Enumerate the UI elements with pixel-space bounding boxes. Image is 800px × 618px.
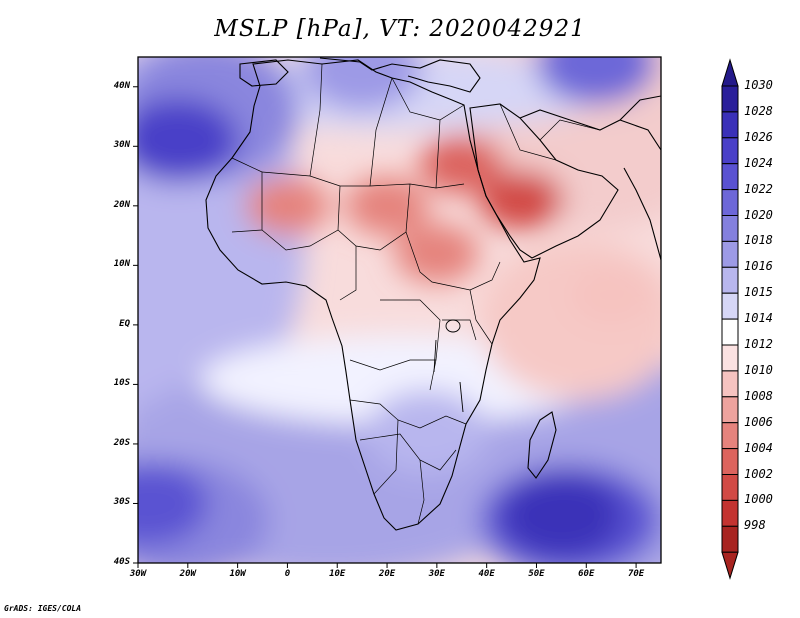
lon-tick-label: 30E bbox=[428, 569, 445, 579]
colorbar-label: 1018 bbox=[744, 233, 773, 248]
colorbar-label: 1015 bbox=[744, 285, 773, 300]
colorbar-swatch bbox=[721, 85, 739, 113]
colorbar-swatch bbox=[721, 266, 739, 294]
pressure-low-center-3 bbox=[245, 176, 330, 236]
lake-tanganyika bbox=[433, 339, 437, 373]
lon-tick-label: 60E bbox=[578, 569, 595, 579]
colorbar-swatch bbox=[721, 318, 739, 346]
colorbar-swatch bbox=[721, 525, 739, 553]
colorbar-swatch bbox=[721, 422, 739, 450]
lake-victoria bbox=[445, 319, 461, 333]
madagascar-coastline bbox=[527, 411, 557, 479]
colorbar-label: 1030 bbox=[744, 78, 773, 92]
arabia-coastline bbox=[469, 103, 619, 259]
colorbar-swatch bbox=[721, 163, 739, 191]
colorbar-label: 1008 bbox=[744, 388, 773, 403]
lat-tick-label: 30N bbox=[113, 140, 130, 151]
colorbar-label: 1002 bbox=[744, 466, 773, 481]
lat-tick-label: 10S bbox=[113, 378, 130, 389]
lon-tick-label: 30W bbox=[129, 569, 147, 579]
colorbar-swatch bbox=[721, 474, 739, 501]
africa-coastline bbox=[205, 59, 541, 531]
colorbar-label: 1022 bbox=[744, 181, 773, 196]
colorbar-label: 1016 bbox=[744, 259, 773, 274]
lon-tick-label: 50E bbox=[528, 569, 545, 579]
pressure-field-shading bbox=[480, 240, 661, 400]
colorbar-label: 1014 bbox=[744, 311, 773, 326]
map-title: MSLP [hPa], VT: 2020042921 bbox=[214, 16, 586, 42]
lon-tick-label: 20W bbox=[179, 569, 196, 579]
colorbar-label: 998 bbox=[744, 518, 766, 533]
colorbar-swatch bbox=[721, 396, 739, 424]
colorbar-label: 1006 bbox=[744, 414, 773, 429]
lon-tick-label: 10E bbox=[329, 569, 346, 579]
colorbar-label: 1026 bbox=[744, 129, 773, 144]
map-frame bbox=[137, 56, 662, 564]
colorbar-label: 1012 bbox=[744, 337, 773, 351]
lon-tick-label: 40E bbox=[478, 569, 495, 579]
colorbar-label: 1028 bbox=[744, 103, 773, 118]
pressure-low-center-1 bbox=[419, 134, 504, 194]
colorbar-swatch bbox=[721, 189, 739, 217]
lat-tick-label: 40S bbox=[113, 557, 130, 567]
colorbar-label: 1004 bbox=[744, 440, 773, 455]
colorbar-swatch bbox=[721, 137, 739, 165]
lat-tick-label: 30S bbox=[113, 497, 130, 508]
pressure-high-center-9 bbox=[302, 57, 423, 111]
colorbar-label: 1000 bbox=[744, 492, 773, 507]
colorbar-swatch bbox=[721, 344, 739, 372]
colorbar-swatch bbox=[721, 370, 739, 398]
lon-tick-label: 0 bbox=[284, 569, 291, 579]
lon-tick-label: 20E bbox=[378, 569, 396, 579]
colorbar-swatch bbox=[721, 499, 739, 527]
mediterranean-north-coastline bbox=[319, 57, 481, 93]
colorbar-top-arrow bbox=[721, 58, 739, 87]
lake-malawi bbox=[459, 381, 464, 413]
colorbar-swatch bbox=[721, 240, 739, 268]
lat-tick-label: 20S bbox=[113, 437, 130, 448]
pressure-low-center-4 bbox=[394, 224, 479, 283]
coastlines bbox=[205, 57, 661, 531]
colorbar-swatch bbox=[721, 215, 739, 242]
iberia-coastline bbox=[239, 59, 289, 87]
lat-tick-label: EQ bbox=[119, 318, 130, 329]
colorbar-label: 1010 bbox=[744, 362, 773, 377]
lon-tick-label: 70E bbox=[627, 569, 645, 579]
colorbar-label: 1020 bbox=[744, 207, 773, 222]
pressure-high-center-6 bbox=[138, 98, 238, 183]
pressure-high-center-8 bbox=[501, 473, 622, 558]
colorbar-swatch bbox=[721, 448, 739, 476]
country-borders bbox=[231, 63, 601, 525]
lat-tick-label: 40N bbox=[113, 80, 130, 91]
pressure-high-center-10 bbox=[536, 57, 657, 105]
lat-tick-label: 10N bbox=[113, 259, 130, 270]
lon-tick-label: 10W bbox=[229, 569, 246, 579]
india-coastline bbox=[619, 119, 661, 261]
pressure-low-center-2 bbox=[345, 176, 430, 236]
pressure-high-center-7 bbox=[138, 461, 208, 546]
lat-tick-label: 20N bbox=[113, 199, 130, 210]
lakes bbox=[433, 319, 464, 413]
colorbar-bottom-arrow bbox=[721, 551, 739, 580]
colorbar-label: 1024 bbox=[744, 155, 773, 170]
pressure-high-center-11 bbox=[366, 390, 487, 475]
pressure-low-center-0 bbox=[479, 170, 564, 230]
colorbar-swatch bbox=[721, 111, 739, 139]
colorbar bbox=[721, 58, 739, 580]
grads-credit: GrADS: IGES/COLA bbox=[4, 604, 82, 613]
colorbar-swatch bbox=[721, 292, 739, 320]
pressure-low-center-5 bbox=[569, 265, 654, 325]
